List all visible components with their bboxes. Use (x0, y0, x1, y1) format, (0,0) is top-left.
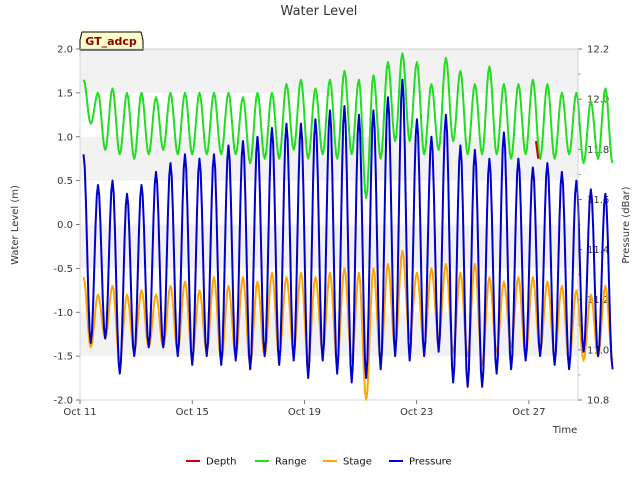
y-left-tick-label: -1.0 (53, 308, 73, 319)
series-line-range (82, 52, 614, 200)
y-left-tick-label: 2.0 (57, 45, 73, 56)
legend-label-stage: Stage (343, 457, 372, 468)
x-axis-title: Time (552, 425, 577, 436)
chart-title: Water Level (281, 4, 358, 19)
legend: Depth Range Stage Pressure (186, 457, 452, 468)
y-right-tick-label: 11.8 (587, 145, 609, 156)
y-left-tick-label: 1.0 (57, 132, 73, 143)
plot-frame (79, 48, 579, 401)
grid-band (80, 356, 578, 400)
y-right-tick-label: 12.2 (587, 45, 609, 56)
y-left-tick-label: 0.5 (57, 176, 73, 187)
x-tick-label: Oct 11 (63, 407, 96, 418)
series-lines (82, 52, 614, 401)
legend-label-pressure: Pressure (409, 457, 452, 468)
grid-band (80, 180, 578, 225)
y-right-tick-label: 11.2 (587, 295, 609, 306)
y-right-axis-title: Pressure (dBar) (621, 186, 632, 263)
grid-band (80, 224, 578, 269)
station-label-box: GT_adcp (79, 31, 144, 51)
y-left-tick-label: -0.5 (53, 264, 73, 275)
y-right-tick-label: 11.6 (587, 195, 609, 206)
y-right-tick-label: 12.0 (587, 95, 609, 106)
series-line-pressure (82, 78, 614, 388)
x-tick-label: Oct 27 (512, 407, 545, 418)
series-line-depth (534, 141, 540, 159)
x-tick-label: Oct 19 (288, 407, 321, 418)
x-axis-ticks: Oct 11 Oct 15 Oct 19 Oct 23 Oct 27 (63, 400, 546, 418)
y-right-tick-label: 10.8 (587, 396, 609, 407)
legend-label-range: Range (275, 457, 307, 468)
y-left-tick-label: 0.0 (57, 220, 73, 231)
y-left-axis-ticks: -2.0 -1.5 -1.0 -0.5 0.0 0.5 1.0 1.5 2.0 (53, 45, 80, 407)
x-tick-label: Oct 15 (176, 407, 209, 418)
legend-label-depth: Depth (206, 457, 236, 468)
station-label: GT_adcp (85, 35, 137, 48)
y-left-tick-label: 1.5 (57, 88, 73, 99)
grid-band (80, 312, 578, 357)
y-left-tick-label: -2.0 (53, 396, 73, 407)
y-right-tick-label: 11.4 (587, 245, 609, 256)
y-left-tick-label: -1.5 (53, 352, 73, 363)
y-left-axis-title: Water Level (m) (10, 185, 21, 265)
x-tick-label: Oct 23 (400, 407, 433, 418)
